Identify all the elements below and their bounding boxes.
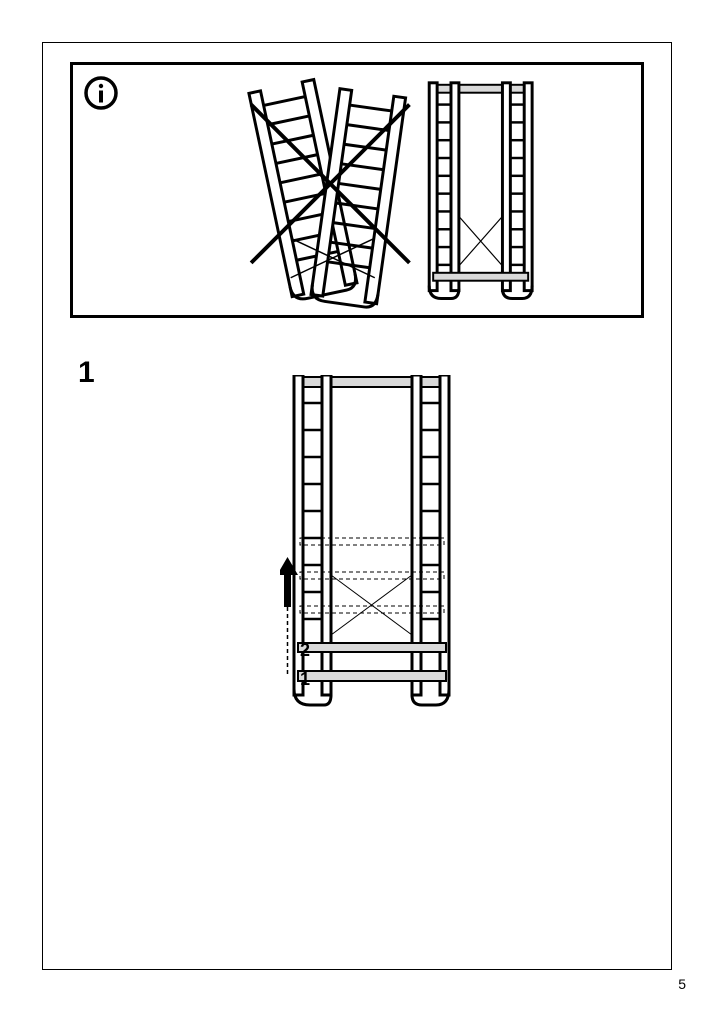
step-1-diagram — [280, 375, 480, 715]
step-number: 1 — [78, 356, 95, 390]
wrong-assembly — [249, 80, 410, 309]
shelf-label-2: 2 — [300, 640, 310, 661]
shelf-label-1: 1 — [300, 669, 310, 690]
info-panel — [70, 62, 644, 318]
page-number: 5 — [678, 976, 686, 992]
info-diagrams — [73, 65, 641, 318]
correct-assembly — [429, 83, 532, 299]
